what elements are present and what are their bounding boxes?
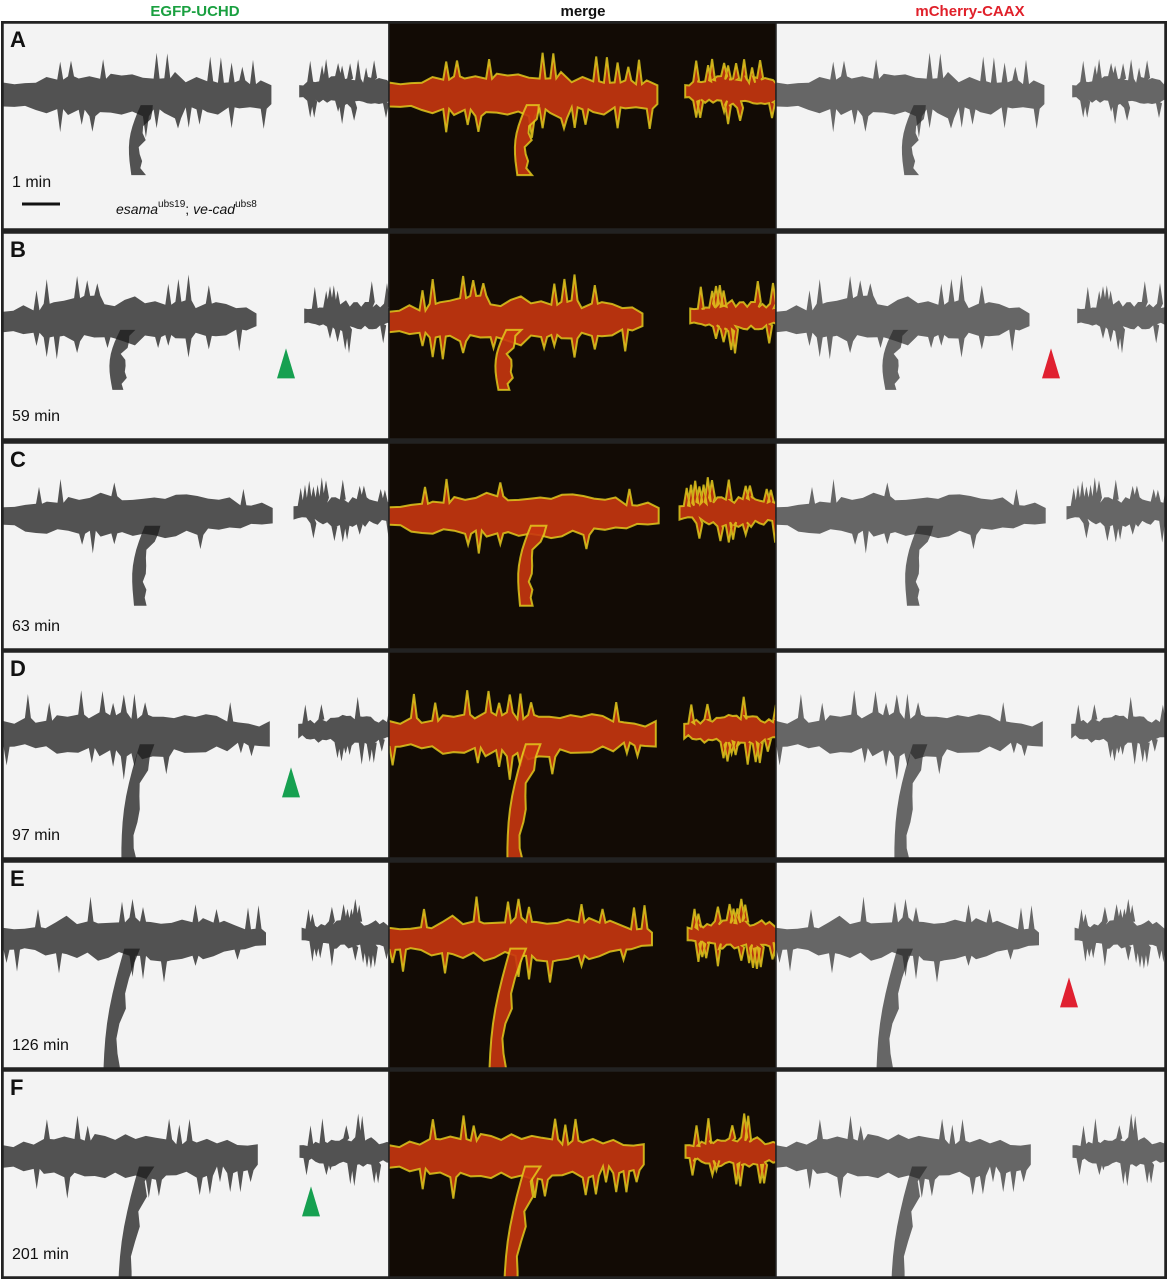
time-label: 97 min xyxy=(12,827,60,844)
annotation-part: esama xyxy=(116,201,158,217)
image-panel xyxy=(766,233,1168,439)
time-label: 1 min xyxy=(12,174,51,191)
time-label: 59 min xyxy=(12,408,60,425)
column-header: merge xyxy=(560,3,605,20)
image-panel xyxy=(379,862,791,1099)
panel-background xyxy=(776,652,1165,858)
panel-background xyxy=(776,23,1165,229)
annotation-part: ubs19 xyxy=(158,199,186,210)
image-panel xyxy=(379,1071,791,1280)
panel-background xyxy=(3,443,389,649)
image-panel xyxy=(379,233,791,439)
panel-background xyxy=(389,652,776,858)
column-header: EGFP-UCHD xyxy=(150,3,239,20)
image-panel xyxy=(379,23,789,229)
time-label: 201 min xyxy=(12,1246,69,1263)
image-panel xyxy=(0,233,405,439)
column-header: mCherry-CAAX xyxy=(915,3,1024,20)
image-panel xyxy=(0,443,403,649)
panel-label: B xyxy=(10,237,26,262)
panel-label: A xyxy=(10,27,26,52)
image-panel xyxy=(766,23,1168,229)
image-panel xyxy=(766,1071,1168,1280)
annotation-part: ; xyxy=(185,201,193,217)
image-panel xyxy=(379,652,791,874)
panel-rows: A 1 min B 59 min C 63 min D 97 min E 126 min F 201 … xyxy=(0,22,1168,1280)
image-panel xyxy=(766,652,1168,874)
image-panel xyxy=(766,443,1168,649)
panel-label: D xyxy=(10,656,26,681)
panel-background xyxy=(776,443,1165,649)
panel-label: E xyxy=(10,866,25,891)
image-panel xyxy=(379,443,789,649)
time-label: 126 min xyxy=(12,1037,69,1054)
image-panel xyxy=(0,862,405,1099)
panel-background xyxy=(776,862,1165,1068)
time-label: 63 min xyxy=(12,618,60,635)
image-panel xyxy=(0,652,405,874)
panel-background xyxy=(389,443,776,649)
panel-label: C xyxy=(10,447,26,472)
image-panel xyxy=(766,862,1168,1099)
image-panel xyxy=(0,23,403,229)
annotation-part: ubs8 xyxy=(235,199,257,210)
annotation-part: ve-cad xyxy=(193,201,236,217)
panel-background xyxy=(3,652,389,858)
panel-label: F xyxy=(10,1075,23,1100)
